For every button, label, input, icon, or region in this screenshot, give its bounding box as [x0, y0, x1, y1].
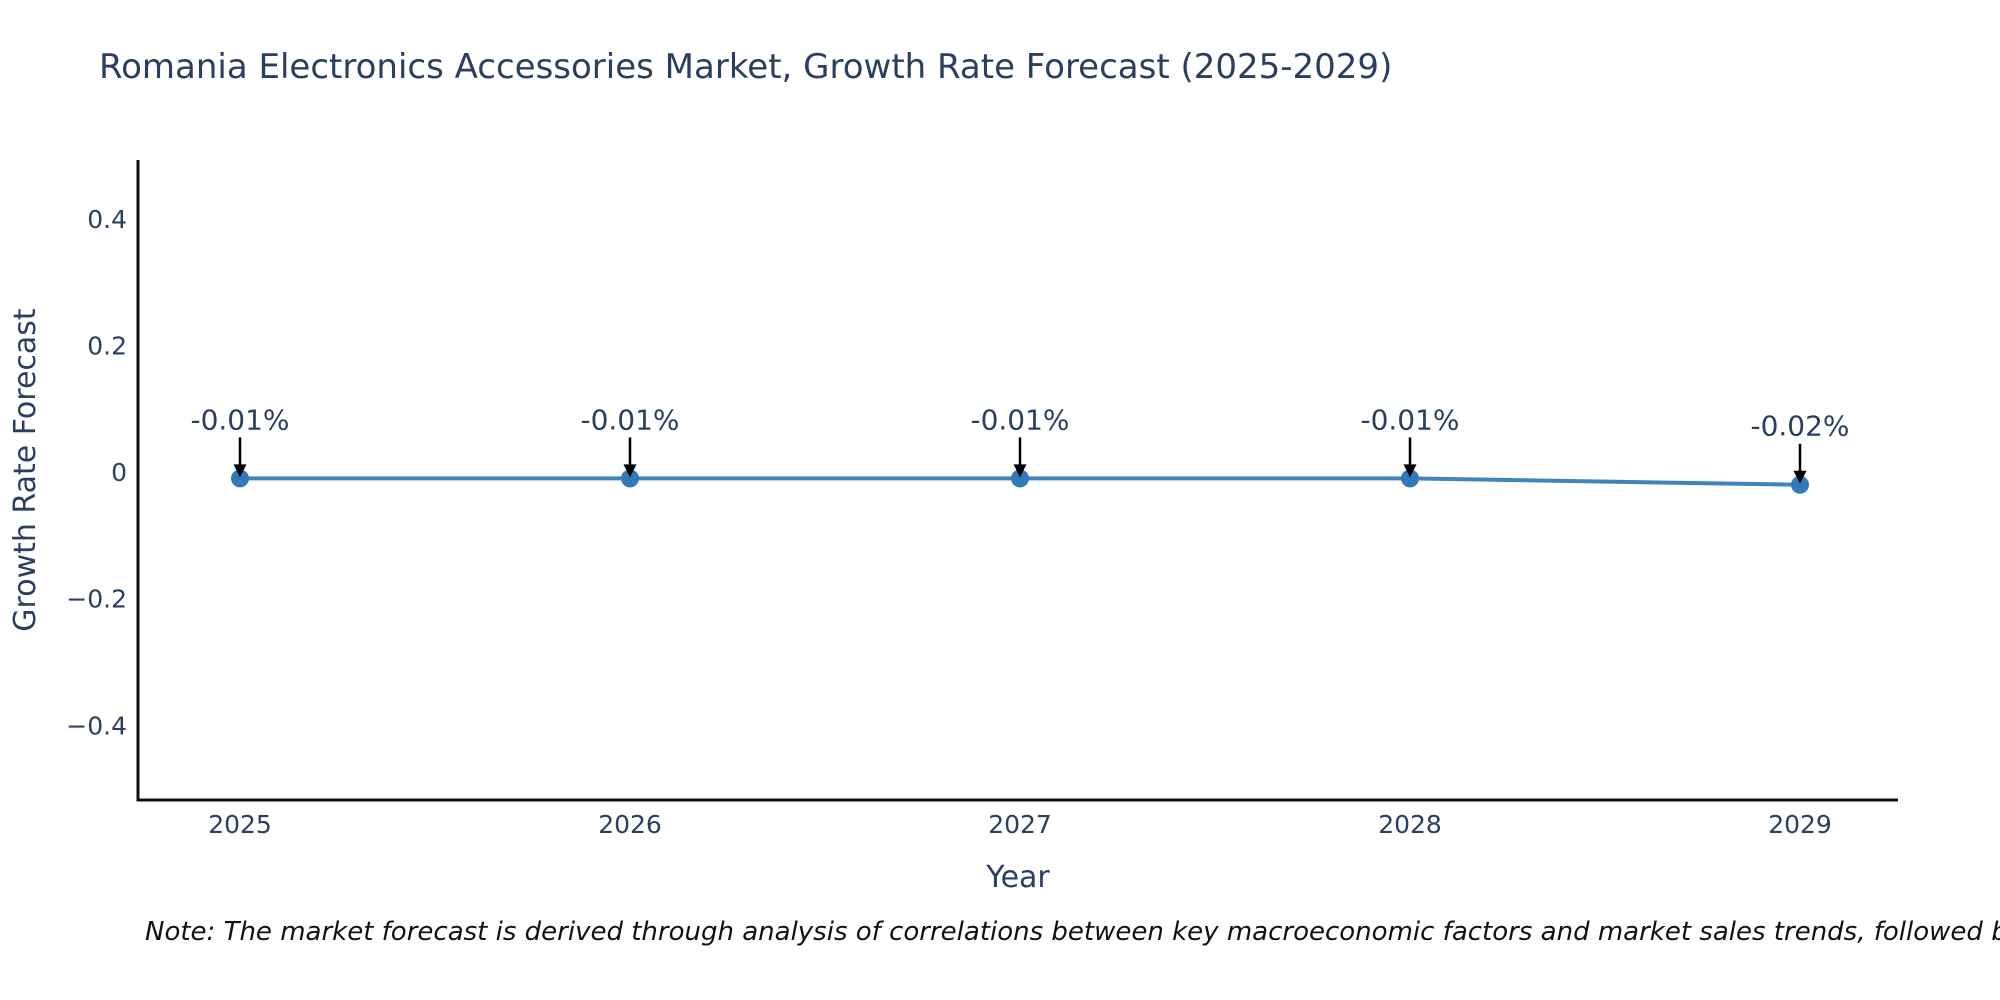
annotation-arrowhead-2029	[1793, 470, 1807, 484]
annotation-arrowhead-2026	[623, 464, 637, 478]
data-point-2029	[1791, 475, 1809, 494]
y-tick-label-0: 0	[111, 458, 127, 487]
x-tick-label-2025: 2025	[208, 810, 272, 839]
annotation-label-2027: -0.01%	[970, 403, 1069, 436]
plot-series-layer: 0.4 0.2 0 −0.2 −0.4 2025 2026 2027 2028 2029 -0.01…	[66, 205, 1849, 839]
y-tick-label-−0.2: −0.2	[66, 585, 127, 614]
data-point-2026	[621, 469, 639, 488]
annotation-label-2029: -0.02%	[1750, 410, 1849, 443]
y-axis-title: Growth Rate Forecast	[8, 308, 43, 632]
y-tick-label-−0.4: −0.4	[66, 711, 127, 740]
x-axis-title: Year	[985, 860, 1050, 895]
annotation-label-2025: -0.01%	[190, 403, 289, 436]
x-tick-label-2028: 2028	[1378, 810, 1442, 839]
x-tick-label-2029: 2029	[1768, 810, 1832, 839]
y-tick-label-0.4: 0.4	[87, 205, 127, 234]
x-tick-label-2026: 2026	[598, 810, 662, 839]
y-tick-label-0.2: 0.2	[87, 331, 127, 360]
data-point-2025	[231, 469, 249, 488]
annotation-arrowhead-2027	[1013, 464, 1027, 478]
data-point-2028	[1401, 469, 1419, 488]
annotation-arrowhead-2028	[1403, 464, 1417, 478]
annotation-label-2026: -0.01%	[580, 403, 679, 436]
chart-title: Romania Electronics Accessories Market, …	[99, 47, 1392, 87]
data-point-2027	[1011, 469, 1029, 488]
annotation-label-2028: -0.01%	[1360, 403, 1459, 436]
x-tick-label-2027: 2027	[988, 810, 1052, 839]
annotation-arrowhead-2025	[233, 464, 247, 478]
footnote: Note: The market forecast is derived thr…	[145, 917, 2000, 947]
